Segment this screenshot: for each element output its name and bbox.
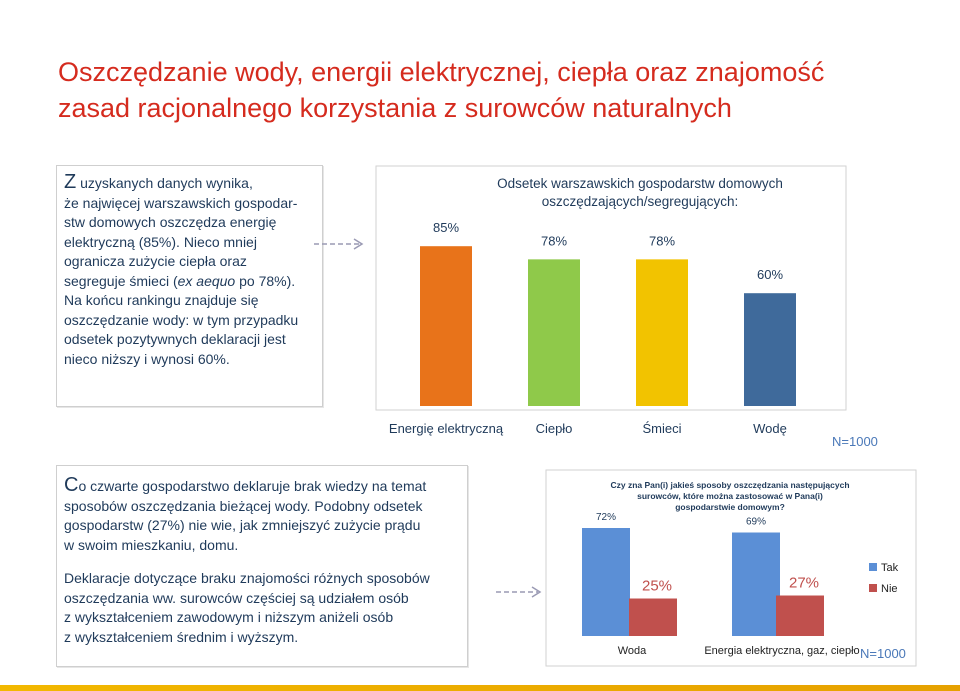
bar: [420, 246, 472, 406]
top-stripe: [0, 0, 960, 5]
text-line: elektryczną (85%). Nieco mniej: [64, 233, 257, 250]
bar: [636, 259, 688, 406]
bar-value-label: 78%: [541, 233, 567, 248]
text-line: uzyskanych danych wynika,: [76, 175, 253, 191]
text-line: Deklaracje dotyczące braku znajomości ró…: [64, 570, 430, 586]
chart-title-line-1: Odsetek warszawskich gospodarstw domowyc…: [497, 176, 783, 191]
summary-text-2: Co czwarte gospodarstwo deklaruje brak w…: [64, 474, 430, 647]
dashed-arrow-icon: [314, 238, 364, 250]
text-line: oszczędzania ww. surowców częściej są ud…: [64, 589, 409, 606]
bar-value-label: 60%: [757, 267, 783, 282]
bar-value-label: 85%: [433, 220, 459, 235]
bar: [528, 259, 580, 406]
text-line: stw domowych oszczędza energię: [64, 214, 277, 230]
text-line: oszczędzanie wody: w tym przypadku: [64, 311, 299, 328]
title-line-2: zasad racjonalnego korzystania z surowcó…: [58, 93, 732, 123]
bar-value-label: 78%: [649, 233, 675, 248]
page-title: Oszczędzanie wody, energii elektrycznej,…: [58, 54, 938, 126]
drop-cap: Z: [64, 171, 77, 193]
bar: [744, 293, 796, 406]
text-line: segreguje śmieci (ex aequo po 78%).: [64, 272, 296, 289]
text-line: że najwięcej warszawskich gospodar-: [64, 194, 298, 211]
title-line-1: Oszczędzanie wody, energii elektrycznej,…: [58, 57, 825, 87]
text-line: sposobów oszczędzania bieżącej wody. Pod…: [64, 497, 423, 514]
bottom-stripe: [0, 685, 960, 691]
text-line: w swoim mieszkaniu, domu.: [64, 536, 239, 553]
text-line: ogranicza zużycie ciepła oraz: [64, 253, 247, 269]
text-line: nieco niższy i wynosi 60%.: [64, 350, 230, 367]
category-label: Ciepło: [536, 421, 573, 436]
summary-box-knowledge: [56, 465, 468, 667]
text-line: gospodarstw (27%) nie wie, jak zmniejszy…: [64, 517, 421, 533]
chart-title-line-2: oszczędzających/segregujących:: [542, 194, 739, 209]
summary-text-1: Z uzyskanych danych wynika, że najwięcej…: [64, 171, 299, 369]
sample-size-note: N=1000: [832, 434, 878, 449]
text-line: o czwarte gospodarstwo deklaruje brak wi…: [78, 478, 427, 494]
category-label: Wodę: [753, 421, 787, 436]
category-label: Energię elektryczną: [389, 421, 504, 436]
text-line: z wykształceniem średnim i wyższym.: [64, 628, 299, 645]
text-line: z wykształceniem zawodowym i niższym ani…: [64, 609, 394, 625]
dashed-arrow-icon: [496, 586, 542, 598]
category-label: Śmieci: [642, 421, 681, 436]
text-line: Na końcu rankingu znajduje się: [64, 292, 259, 308]
drop-cap: C: [64, 474, 79, 496]
text-line: odsetek pozytywnych deklaracji jest: [64, 331, 286, 347]
summary-box-energy: [56, 165, 323, 407]
